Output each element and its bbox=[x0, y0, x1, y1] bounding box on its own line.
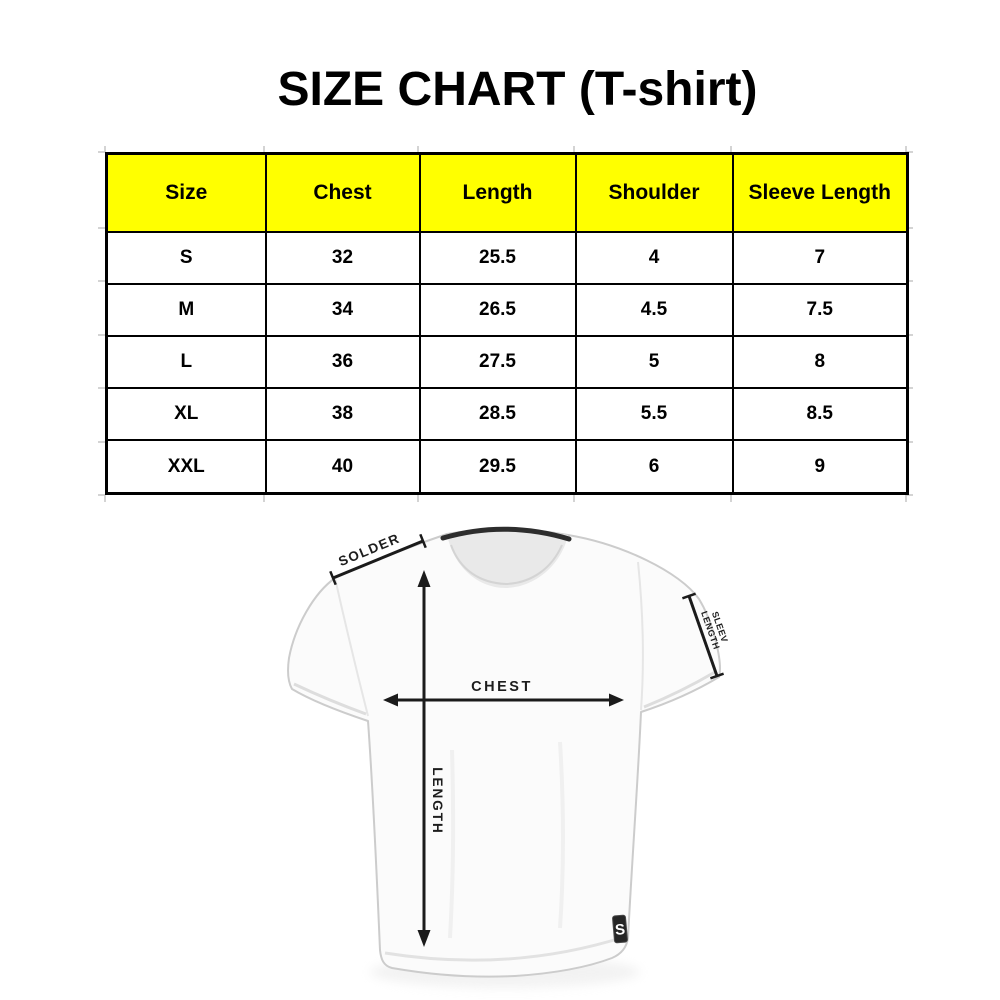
shirt-creases bbox=[293, 561, 716, 962]
header-cell-chest: Chest bbox=[264, 152, 421, 233]
size-table: Size Chest Length Shoulder Sleeve Length… bbox=[105, 152, 909, 495]
header-cell-length: Length bbox=[418, 152, 577, 233]
length-label-group: LENGTH bbox=[430, 767, 445, 835]
cell-shoulder: 6 bbox=[574, 439, 734, 495]
collar-band bbox=[440, 526, 572, 542]
cell-chest: 40 bbox=[264, 439, 421, 495]
cell-shoulder: 5 bbox=[574, 335, 734, 390]
shoulder-measure-line bbox=[329, 533, 427, 586]
cell-sleeve-length: 8 bbox=[731, 335, 909, 390]
cell-chest: 32 bbox=[264, 230, 421, 286]
cell-length: 27.5 bbox=[418, 335, 577, 390]
cell-length: 25.5 bbox=[418, 230, 577, 286]
size-table-header: Size Chest Length Shoulder Sleeve Length bbox=[105, 152, 909, 233]
cell-sleeve-length: 7.5 bbox=[731, 283, 909, 338]
chest-arrow bbox=[383, 693, 624, 707]
table-row-m: M 34 26.5 4.5 7.5 bbox=[105, 283, 909, 338]
cell-length: 28.5 bbox=[418, 387, 577, 442]
grid-tick-marks bbox=[98, 146, 913, 502]
cell-length: 26.5 bbox=[418, 283, 577, 338]
header-row: Size Chest Length Shoulder Sleeve Length bbox=[105, 152, 909, 233]
cell-size: XL bbox=[105, 387, 267, 442]
chest-label: CHEST bbox=[471, 679, 533, 695]
cell-sleeve-length: 8.5 bbox=[731, 387, 909, 442]
cell-shoulder: 5.5 bbox=[574, 387, 734, 442]
cell-sleeve-length: 7 bbox=[731, 230, 909, 286]
cell-shoulder: 4 bbox=[574, 230, 734, 286]
hem-logo-tag: S bbox=[612, 914, 628, 944]
page-title: SIZE CHART (T-shirt) bbox=[277, 63, 758, 116]
length-arrow bbox=[417, 570, 431, 947]
neck-inner-rim bbox=[450, 544, 563, 586]
cell-chest: 38 bbox=[264, 387, 421, 442]
cell-size: L bbox=[105, 335, 267, 390]
tshirt-body bbox=[287, 528, 721, 978]
header-cell-size: Size bbox=[105, 152, 267, 233]
cell-length: 29.5 bbox=[418, 439, 577, 495]
size-table-body: S 32 25.5 4 7 M 34 26.5 4.5 7.5 L 36 27.… bbox=[105, 230, 909, 495]
sleeve-measure-line bbox=[681, 592, 725, 680]
cell-size: XXL bbox=[105, 439, 267, 495]
cell-sleeve-length: 9 bbox=[731, 439, 909, 495]
table-row-s: S 32 25.5 4 7 bbox=[105, 230, 909, 286]
cell-shoulder: 4.5 bbox=[574, 283, 734, 338]
length-label: LENGTH bbox=[430, 767, 445, 835]
cell-chest: 36 bbox=[264, 335, 421, 390]
header-cell-sleeve-length: Sleeve Length bbox=[731, 152, 909, 233]
table-row-xxl: XXL 40 29.5 6 9 bbox=[105, 439, 909, 495]
table-row-xl: XL 38 28.5 5.5 8.5 bbox=[105, 387, 909, 442]
cell-chest: 34 bbox=[264, 283, 421, 338]
cell-size: S bbox=[105, 230, 267, 286]
table-row-l: L 36 27.5 5 8 bbox=[105, 335, 909, 390]
cell-size: M bbox=[105, 283, 267, 338]
logo-letter: S bbox=[614, 921, 625, 939]
header-cell-shoulder: Shoulder bbox=[574, 152, 734, 233]
